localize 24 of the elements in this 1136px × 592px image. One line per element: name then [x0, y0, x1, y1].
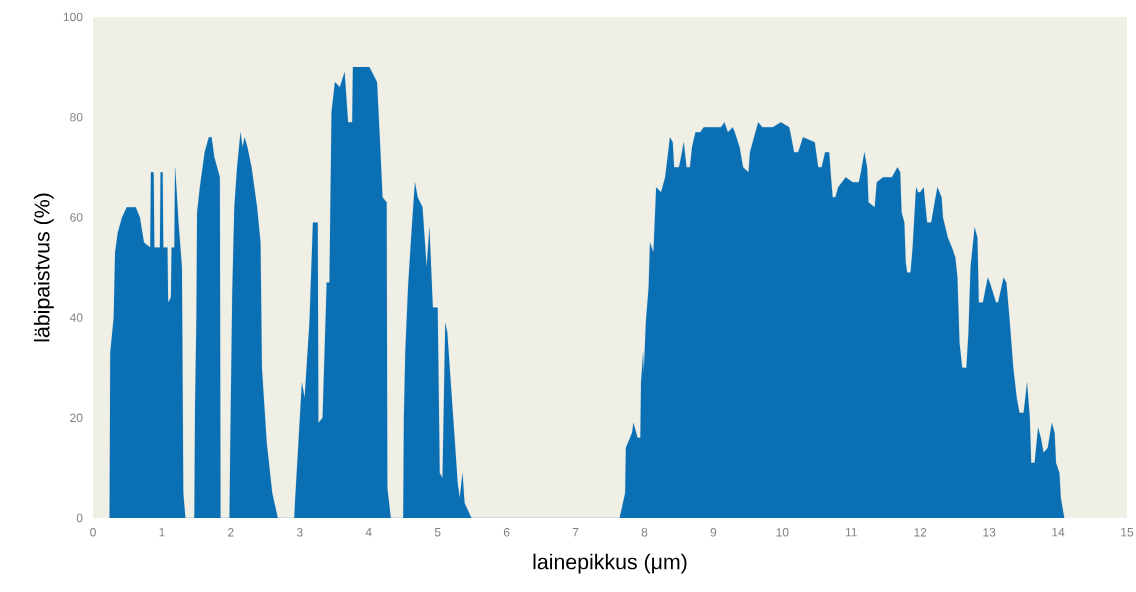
x-tick-label: 14 [1052, 528, 1065, 537]
x-tick-label: 10 [776, 528, 789, 537]
x-tick-label: 8 [641, 528, 648, 537]
x-tick-label: 2 [228, 528, 234, 537]
x-tick-label: 7 [572, 528, 579, 537]
x-tick-label: 4 [365, 528, 372, 537]
x-tick-label: 1 [159, 528, 165, 537]
y-tick-label: 100 [63, 12, 83, 22]
y-tick-label: 80 [70, 112, 83, 122]
y-tick-label: 60 [70, 213, 83, 222]
y-tick-label: 0 [76, 513, 83, 523]
x-tick-label: 5 [434, 528, 441, 537]
y-axis-title: läbipaistvus (%) [33, 193, 54, 342]
y-tick-label: 40 [69, 313, 83, 322]
y-tick-label: 20 [70, 413, 83, 423]
x-tick-label: 6 [503, 528, 510, 537]
x-tick-label: 3 [296, 528, 303, 537]
x-tick-label: 9 [710, 528, 717, 537]
x-tick-label: 15 [1121, 528, 1134, 537]
x-tick-label: 11 [845, 528, 857, 537]
x-tick-label: 0 [90, 528, 96, 537]
x-tick-label: 13 [983, 528, 996, 537]
x-tick-label: 12 [914, 528, 927, 537]
x-axis-title: lainepikkus (μm) [533, 553, 687, 574]
